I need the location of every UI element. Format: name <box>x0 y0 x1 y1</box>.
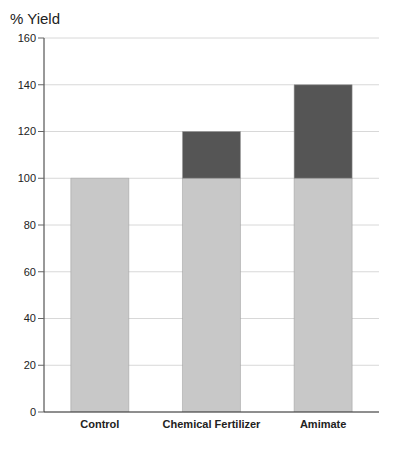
svg-text:80: 80 <box>24 219 36 231</box>
svg-text:Control: Control <box>80 418 119 430</box>
html-text:% Yield: % Yield <box>10 10 60 27</box>
svg-text:140: 140 <box>18 79 36 91</box>
svg-text:100: 100 <box>18 172 36 184</box>
svg-text:160: 160 <box>18 32 36 44</box>
svg-text:0: 0 <box>30 406 36 418</box>
svg-text:Chemical Fertilizer: Chemical Fertilizer <box>163 418 262 430</box>
svg-text:40: 40 <box>24 312 36 324</box>
svg-text:60: 60 <box>24 266 36 278</box>
svg-text:120: 120 <box>18 125 36 137</box>
svg-text:Amimate: Amimate <box>300 418 346 430</box>
svg-text:20: 20 <box>24 359 36 371</box>
